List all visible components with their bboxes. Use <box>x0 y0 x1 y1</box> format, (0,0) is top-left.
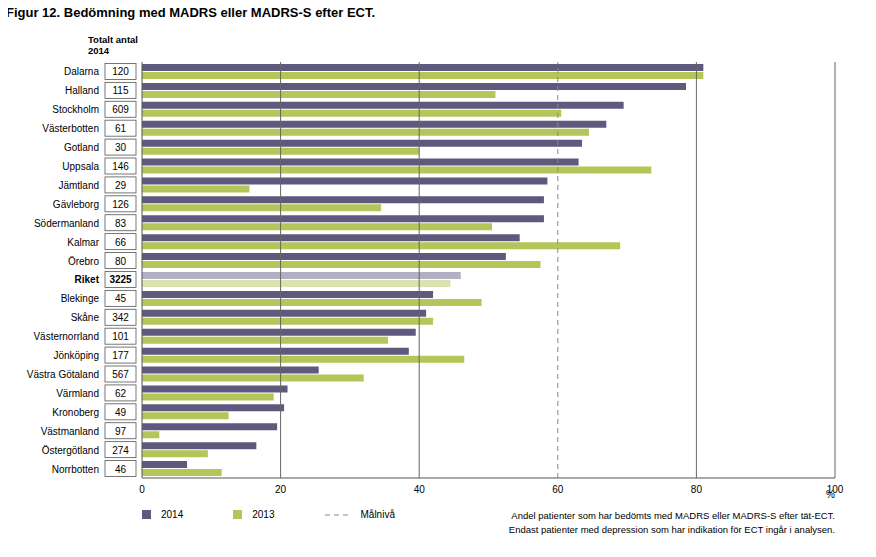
svg-text:Blekinge: Blekinge <box>61 293 100 304</box>
svg-text:80: 80 <box>115 256 127 267</box>
svg-text:30: 30 <box>115 142 127 153</box>
svg-text:3225: 3225 <box>109 274 132 285</box>
svg-text:80: 80 <box>691 484 703 495</box>
svg-text:20: 20 <box>275 484 287 495</box>
svg-text:Västernorrland: Västernorrland <box>33 331 99 342</box>
html-text:2013: 2013 <box>252 509 275 520</box>
svg-text:146: 146 <box>112 161 129 172</box>
svg-text:83: 83 <box>115 218 127 229</box>
svg-text:29: 29 <box>115 180 127 191</box>
svg-text:0: 0 <box>139 484 145 495</box>
svg-text:46: 46 <box>115 464 127 475</box>
svg-text:Halland: Halland <box>65 85 99 96</box>
html-text:Målnivå: Målnivå <box>360 509 395 520</box>
svg-text:Jönköping: Jönköping <box>53 350 99 361</box>
html-text:2014: 2014 <box>161 509 184 520</box>
svg-text:45: 45 <box>115 293 127 304</box>
svg-text:Skåne: Skåne <box>71 312 100 323</box>
svg-text:Gotland: Gotland <box>64 142 99 153</box>
svg-text:177: 177 <box>112 350 129 361</box>
svg-text:Värmland: Värmland <box>56 388 99 399</box>
svg-text:Östergötland: Östergötland <box>42 445 99 456</box>
svg-text:115: 115 <box>113 85 129 96</box>
svg-text:Västmanland: Västmanland <box>41 426 99 437</box>
svg-text:342: 342 <box>112 312 129 323</box>
svg-text:567: 567 <box>112 369 129 380</box>
svg-text:274: 274 <box>112 445 129 456</box>
svg-text:40: 40 <box>414 484 426 495</box>
svg-text:Västerbotten: Västerbotten <box>42 123 99 134</box>
svg-text:66: 66 <box>115 237 127 248</box>
svg-text:Jämtland: Jämtland <box>58 180 99 191</box>
svg-text:49: 49 <box>115 407 127 418</box>
svg-text:Riket: Riket <box>75 274 100 285</box>
svg-text:60: 60 <box>552 484 564 495</box>
svg-text:120: 120 <box>112 66 129 77</box>
svg-text:Södermanland: Södermanland <box>34 218 99 229</box>
svg-text:Stockholm: Stockholm <box>52 104 99 115</box>
svg-text:97: 97 <box>115 426 127 437</box>
svg-text:609: 609 <box>112 104 129 115</box>
svg-text:61: 61 <box>115 123 127 134</box>
svg-text:62: 62 <box>115 388 127 399</box>
svg-text:Gävleborg: Gävleborg <box>53 199 99 210</box>
html-text:Totalt antal 2014: Totalt antal 2014 <box>88 34 138 56</box>
svg-text:Västra Götaland: Västra Götaland <box>27 369 99 380</box>
svg-text:126: 126 <box>112 199 129 210</box>
svg-text:100: 100 <box>826 484 844 496</box>
svg-text:Dalarna: Dalarna <box>64 66 99 77</box>
html-text:Endast patienter med depressio: Endast patienter med depression som har … <box>508 524 835 535</box>
html-text:Andel patienter som har bedömt: Andel patienter som har bedömts med MADR… <box>511 510 835 521</box>
svg-text:Kronoberg: Kronoberg <box>52 407 99 418</box>
svg-text:101: 101 <box>112 331 129 342</box>
svg-text:Örebro: Örebro <box>68 256 100 267</box>
html-text:Figur 12. Bedömning med MADRS: Figur 12. Bedömning med MADRS eller MADR… <box>6 5 376 20</box>
svg-text:Norrbotten: Norrbotten <box>52 464 99 475</box>
svg-text:Uppsala: Uppsala <box>62 161 99 172</box>
svg-text:Kalmar: Kalmar <box>67 237 99 248</box>
